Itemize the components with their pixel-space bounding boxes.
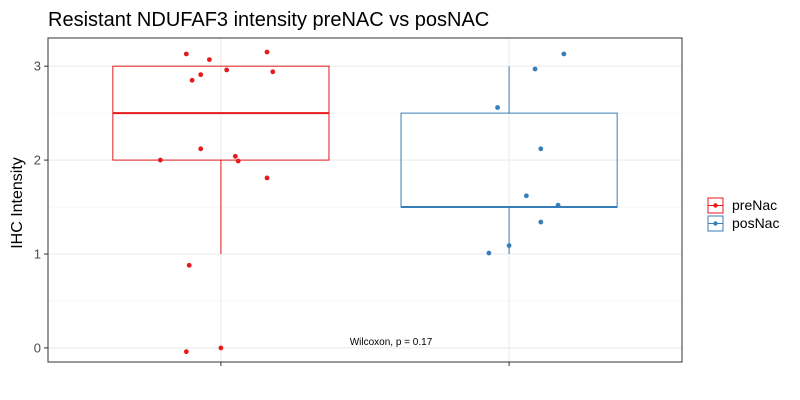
y-tick-label: 3	[34, 59, 41, 74]
data-point	[224, 67, 230, 73]
data-point	[264, 49, 270, 55]
y-tick-label: 2	[34, 153, 41, 168]
data-point	[198, 146, 204, 152]
box-posNac	[400, 66, 618, 254]
box-preNac	[112, 65, 330, 254]
data-point	[264, 175, 270, 181]
data-point	[486, 250, 492, 256]
y-tick-label: 1	[34, 247, 41, 262]
legend-item-preNac: preNac	[707, 197, 777, 214]
data-point	[186, 262, 192, 268]
plot-panel: 0 1 2 3	[34, 37, 683, 366]
data-point	[523, 193, 529, 199]
data-point	[532, 66, 538, 72]
data-point	[183, 51, 189, 57]
legend-key-point	[713, 203, 718, 208]
legend-key-point	[713, 221, 718, 226]
data-point	[270, 69, 276, 75]
panel-border	[47, 37, 683, 363]
data-point	[232, 153, 238, 159]
data-point	[506, 243, 512, 248]
data-point	[189, 77, 195, 83]
data-point	[561, 51, 567, 57]
y-axis-label: IHC Intensity	[9, 157, 26, 249]
data-point	[538, 219, 544, 225]
data-point	[218, 345, 224, 351]
y-tick-label: 0	[34, 340, 41, 355]
data-point	[183, 349, 189, 355]
data-point	[157, 157, 163, 163]
panel-background	[48, 38, 682, 362]
legend-label: preNac	[732, 197, 777, 213]
legend-item-posNac: posNac	[707, 215, 779, 232]
data-point	[555, 202, 561, 208]
data-point	[495, 105, 500, 110]
legend-label: posNac	[732, 215, 779, 231]
chart-title: Resistant NDUFAF3 intensity preNAC vs po…	[48, 9, 489, 31]
data-point	[198, 72, 204, 78]
legend: preNac posNac	[707, 197, 779, 232]
data-point	[206, 57, 212, 62]
data-point	[538, 146, 544, 152]
wilcoxon-annotation: Wilcoxon, p = 0.17	[350, 337, 433, 348]
data-point	[235, 158, 241, 164]
